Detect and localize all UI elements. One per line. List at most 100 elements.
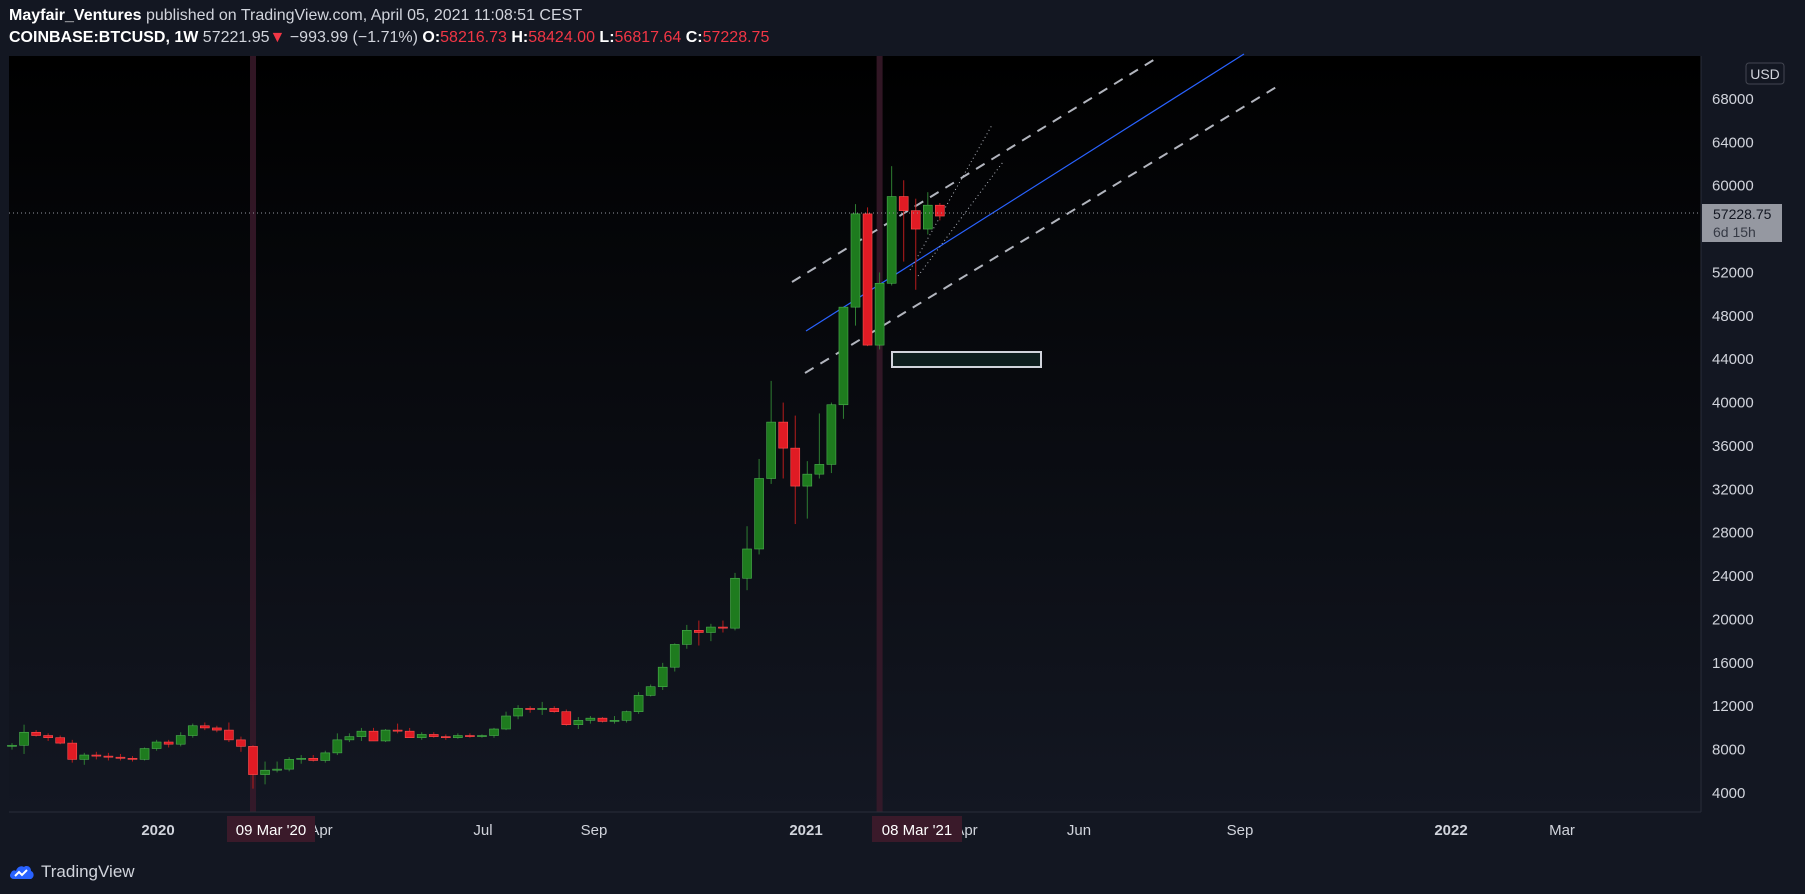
candle-body[interactable]	[657, 666, 668, 688]
tradingview-logo[interactable]: TradingView	[9, 862, 135, 882]
candle-body[interactable]	[416, 734, 427, 738]
candle-body[interactable]	[284, 759, 294, 770]
candle-body[interactable]	[248, 746, 258, 775]
candle-body[interactable]	[742, 548, 752, 579]
candle-body[interactable]	[633, 695, 644, 712]
candle-body[interactable]	[910, 210, 921, 230]
candle-body[interactable]	[344, 736, 355, 741]
candle-body[interactable]	[428, 734, 439, 737]
time-tick-label: Jul	[473, 822, 492, 839]
candle-body[interactable]	[561, 711, 572, 725]
candle-body[interactable]	[850, 213, 861, 308]
candle-body[interactable]	[513, 708, 523, 717]
candle-body[interactable]	[935, 204, 945, 217]
price-chart[interactable]: 4000 8000 12000 16000 20000 24000 28000 32000 36…	[0, 0, 1805, 852]
candle-body[interactable]	[681, 630, 692, 645]
candle-body[interactable]	[236, 739, 246, 747]
candle-body[interactable]	[766, 421, 776, 479]
candle-body[interactable]	[549, 708, 560, 712]
candle-body[interactable]	[597, 717, 608, 722]
candle-body[interactable]	[754, 478, 764, 550]
candle-body[interactable]	[501, 715, 511, 730]
chart-header: Mayfair_Ventures published on TradingVie…	[0, 0, 1805, 54]
price-tick-label: 68000	[1712, 91, 1754, 108]
candle-body[interactable]	[585, 717, 596, 721]
candle-body[interactable]	[224, 729, 234, 741]
plot-area[interactable]	[9, 56, 1701, 812]
candle-body[interactable]	[404, 730, 415, 738]
candle-body[interactable]	[79, 754, 90, 760]
candle-body[interactable]	[525, 708, 535, 710]
candle-body[interactable]	[151, 741, 162, 749]
candle-body[interactable]	[31, 731, 41, 736]
candle-body[interactable]	[694, 630, 704, 633]
candle-body[interactable]	[621, 711, 632, 721]
author-name[interactable]: Mayfair_Ventures	[9, 7, 142, 24]
candle-body[interactable]	[103, 755, 114, 758]
candle-body[interactable]	[212, 727, 222, 731]
candle-body[interactable]	[814, 464, 825, 475]
candle-body[interactable]	[465, 735, 475, 737]
symbol-name[interactable]: COINBASE:BTCUSD	[9, 29, 166, 46]
candle-body[interactable]	[706, 626, 716, 633]
candle-body[interactable]	[115, 756, 126, 759]
candle-body[interactable]	[163, 741, 174, 745]
candle-body[interactable]	[332, 739, 343, 754]
candle-body[interactable]	[127, 757, 138, 760]
candle-body[interactable]	[43, 735, 53, 738]
candle-body[interactable]	[19, 731, 29, 746]
candle-body[interactable]	[260, 769, 270, 775]
candle-body[interactable]	[356, 730, 367, 737]
candle-body[interactable]	[477, 735, 487, 737]
candle-body[interactable]	[296, 757, 307, 760]
candle-body[interactable]	[67, 742, 78, 760]
candle-body[interactable]	[922, 204, 933, 230]
down-arrow-icon: ▼	[269, 29, 286, 46]
candle-body[interactable]	[874, 282, 885, 346]
candle-body[interactable]	[368, 730, 379, 742]
candle-body[interactable]	[453, 735, 463, 738]
currency-button[interactable]	[1745, 62, 1785, 85]
candle-body[interactable]	[609, 720, 620, 722]
candle-body[interactable]	[838, 306, 849, 406]
candle-body[interactable]	[778, 421, 789, 449]
candle-body[interactable]	[645, 686, 656, 696]
current-price-tag	[1702, 204, 1782, 242]
candle-body[interactable]	[489, 728, 499, 736]
candle-body[interactable]	[175, 735, 186, 745]
candle-body[interactable]	[139, 748, 150, 760]
candle-body[interactable]	[187, 725, 198, 736]
candle-body[interactable]	[7, 744, 17, 747]
candle-body[interactable]	[862, 213, 873, 346]
candle-body[interactable]	[308, 757, 319, 761]
candle-body[interactable]	[55, 737, 66, 744]
low-value: 56817.64	[614, 29, 682, 46]
cloud-icon	[10, 866, 34, 879]
candle-body[interactable]	[886, 196, 897, 284]
time-highlight-label-1: 09 Mar '20	[236, 822, 306, 839]
price-tick-label: 28000	[1712, 525, 1754, 542]
candle-body[interactable]	[91, 754, 102, 757]
candle-body[interactable]	[669, 644, 680, 668]
candle-body[interactable]	[826, 404, 837, 465]
candle-body[interactable]	[380, 729, 391, 742]
candle-body[interactable]	[802, 473, 813, 487]
candle-body[interactable]	[573, 720, 584, 725]
candle-body[interactable]	[898, 196, 909, 211]
time-tick-label: 2021	[789, 822, 822, 839]
time-tick-label: Jun	[1067, 822, 1091, 839]
support-zone-box[interactable]	[891, 351, 1042, 368]
price-axis[interactable]	[1701, 56, 1805, 812]
price-tick-label: 44000	[1712, 351, 1754, 368]
candle-body[interactable]	[272, 768, 282, 771]
candle-body[interactable]	[440, 736, 451, 738]
candle-body[interactable]	[790, 447, 801, 487]
candle-body[interactable]	[718, 626, 728, 629]
candle-body[interactable]	[537, 708, 548, 710]
candle-body[interactable]	[200, 725, 210, 729]
candle-body[interactable]	[730, 577, 740, 629]
candle-body[interactable]	[392, 729, 403, 732]
interval-label[interactable]: , 1W	[165, 29, 199, 46]
price-tick-label: 52000	[1712, 264, 1754, 281]
candle-body[interactable]	[320, 752, 331, 761]
